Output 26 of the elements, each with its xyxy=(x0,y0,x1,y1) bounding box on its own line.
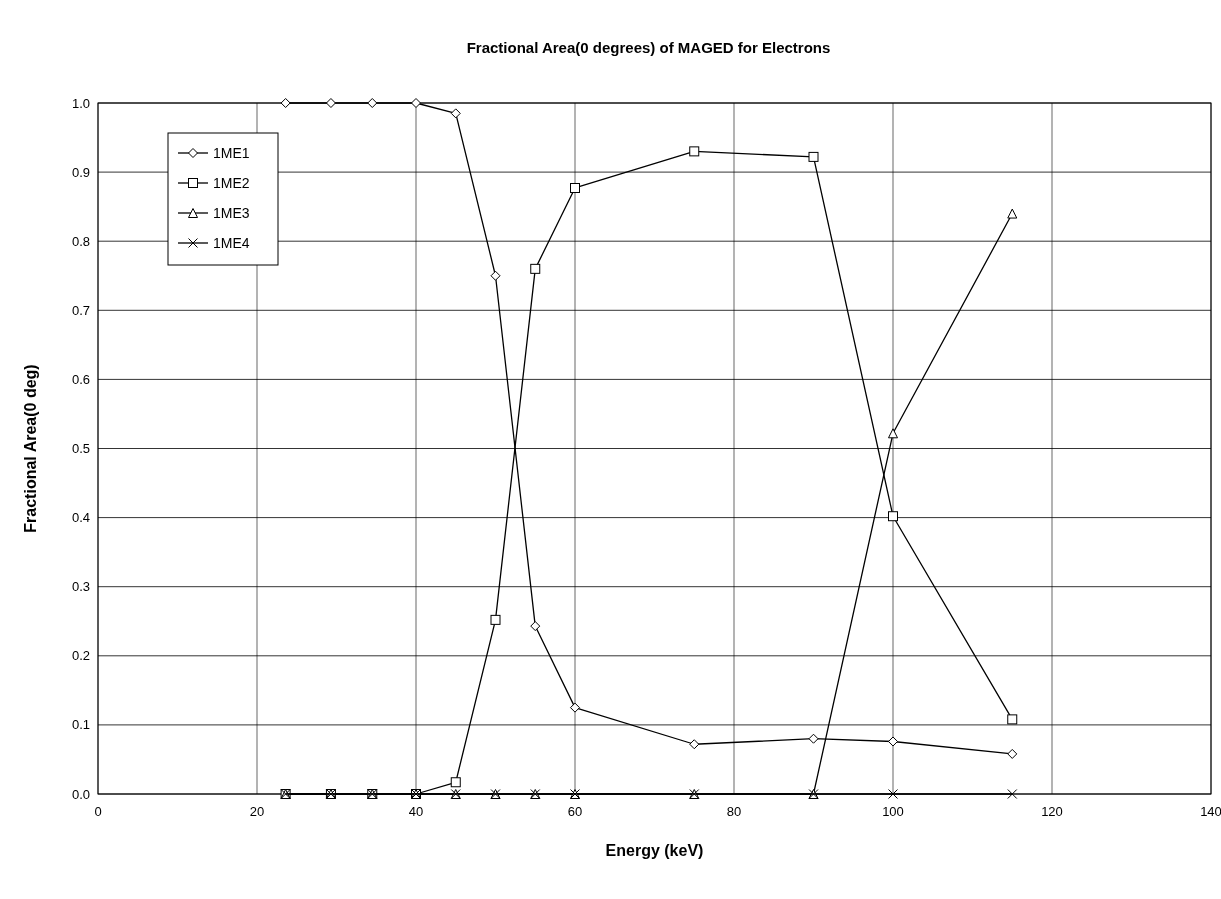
y-tick-label: 0.8 xyxy=(71,233,90,249)
y-axis-title: Fractional Area(0 deg) xyxy=(22,364,39,533)
chart-title: Fractional Area(0 degrees) of MAGED for Electrons xyxy=(466,39,831,56)
x-tick-label: 100 xyxy=(882,804,904,819)
y-tick-label: 0.4 xyxy=(71,510,90,526)
x-tick-label: 40 xyxy=(408,804,424,819)
x-axis-title: Energy (keV) xyxy=(605,842,704,859)
y-tick-label: 0.7 xyxy=(71,302,90,318)
y-tick-label: 0.0 xyxy=(71,786,90,802)
legend-label: 1ME2 xyxy=(213,174,250,191)
x-tick-label: 140 xyxy=(1200,804,1221,819)
x-tick-label: 120 xyxy=(1041,804,1063,819)
x-tick-label: 80 xyxy=(726,804,742,819)
legend-label: 1ME3 xyxy=(213,204,250,221)
y-tick-label: 0.9 xyxy=(71,164,90,180)
y-tick-label: 0.5 xyxy=(71,441,90,457)
y-tick-label: 0.1 xyxy=(71,717,90,733)
x-tick-label: 60 xyxy=(567,804,583,819)
y-tick-label: 0.3 xyxy=(71,579,90,595)
legend-label: 1ME4 xyxy=(213,234,250,251)
x-tick-label: 0 xyxy=(94,804,102,819)
y-tick-label: 0.2 xyxy=(71,648,90,664)
legend-label: 1ME1 xyxy=(213,144,250,161)
x-tick-label: 20 xyxy=(249,804,265,819)
y-tick-label: 0.6 xyxy=(71,371,90,387)
y-tick-label: 1.0 xyxy=(71,95,90,111)
